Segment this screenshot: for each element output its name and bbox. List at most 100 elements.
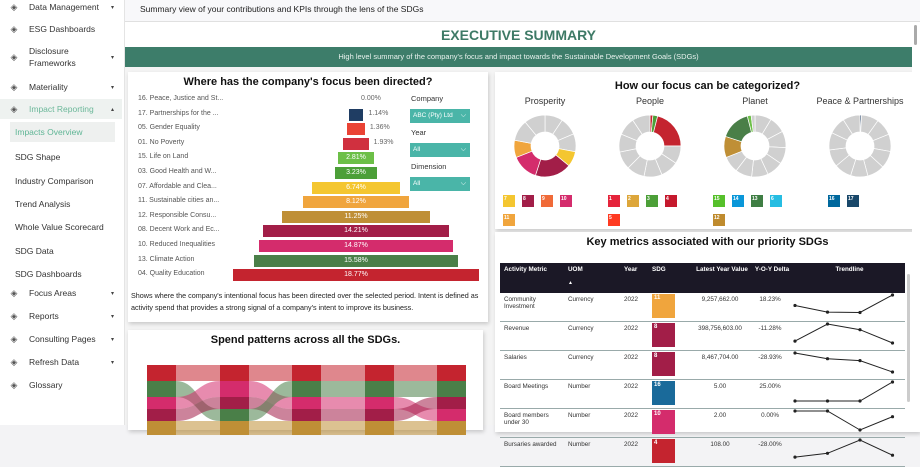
sidebar-item-label: Consulting Pages xyxy=(29,334,96,344)
sankey-node xyxy=(147,365,176,381)
trend-point xyxy=(793,399,797,403)
filter-dimension-dropdown[interactable]: All ⌵ xyxy=(410,177,470,191)
column-header[interactable]: Activity Metric xyxy=(500,263,564,293)
target-icon: ◈ xyxy=(10,288,18,298)
sankey-flow xyxy=(176,397,220,421)
sidebar-item-reports[interactable]: ◈ Reports ▾ xyxy=(0,306,122,326)
sidebar-item-materiality[interactable]: ◈ Materiality ▾ xyxy=(0,77,122,97)
sidebar-subitem-whole-value-scorecard[interactable]: Whole Value Scorecard xyxy=(15,222,104,233)
sankey-flow xyxy=(176,381,220,409)
chevron-icon[interactable]: ▾ xyxy=(110,336,114,343)
focus-bar[interactable] xyxy=(282,210,430,223)
filter-company-dropdown[interactable]: ABC (Pty) Ltd ⌵ xyxy=(410,109,470,123)
filter-year-dropdown[interactable]: All ⌵ xyxy=(410,143,470,157)
sankey-node xyxy=(220,421,249,435)
sidebar-item-focus-areas[interactable]: ◈ Focus Areas ▾ xyxy=(0,283,122,303)
sidebar-subitem-trend-analysis[interactable]: Trend Analysis xyxy=(15,198,71,209)
sdg-10-icon: 10 xyxy=(652,410,675,434)
table-scrollbar[interactable] xyxy=(907,274,910,402)
focus-bar[interactable] xyxy=(347,123,365,136)
donut-segment xyxy=(725,115,752,143)
sidebar-item-label: ESG Dashboards xyxy=(29,24,96,34)
chevron-icon[interactable]: ▾ xyxy=(110,4,114,11)
sankey-node xyxy=(220,397,249,409)
column-header[interactable]: Y-O-Y Delta xyxy=(750,263,790,293)
chevron-icon[interactable]: ▾ xyxy=(110,313,114,320)
column-header[interactable]: UOM ▲ xyxy=(564,263,620,293)
sankey-flow xyxy=(176,421,220,435)
sankey-flow xyxy=(321,421,365,435)
cell-sdg: 16 xyxy=(648,379,690,409)
sidebar-subitem-sdg-shape[interactable]: SDG Shape xyxy=(15,152,61,163)
donut-segment xyxy=(524,114,546,136)
focus-bar[interactable] xyxy=(334,167,378,179)
column-header[interactable]: Latest Year Value xyxy=(690,263,750,293)
sankey-node xyxy=(147,409,176,421)
focus-row-label: 08. Decent Work and Ec... xyxy=(138,226,220,234)
column-header[interactable]: Trendline xyxy=(790,263,905,293)
chevron-icon[interactable]: ▾ xyxy=(110,359,114,366)
donut-segment xyxy=(750,114,756,133)
trend-point xyxy=(793,339,797,343)
trend-point xyxy=(858,359,862,363)
sankey-node xyxy=(292,397,321,409)
page-scrollbar[interactable] xyxy=(912,22,920,425)
focus-bar[interactable] xyxy=(343,137,369,150)
cell-value: 5.00 xyxy=(690,379,750,409)
sankey-flow xyxy=(321,381,365,397)
sdg-4-icon: 4 xyxy=(652,439,675,463)
sdg-13-icon: 13 xyxy=(751,195,763,207)
sankey-node xyxy=(365,365,394,381)
sidebar-item-esg-dashboards[interactable]: ◈ ESG Dashboards xyxy=(0,19,122,39)
sankey-node xyxy=(220,409,249,421)
handshake-icon: ◈ xyxy=(10,334,18,344)
sdg-17-icon: 17 xyxy=(847,195,859,207)
focus-bar[interactable] xyxy=(258,240,454,252)
focus-bar[interactable] xyxy=(348,108,364,121)
sidebar-item-refresh-data[interactable]: ◈ Refresh Data ▾ xyxy=(0,352,122,372)
sidebar-item-data-management[interactable]: ◈ Data Management ▾ xyxy=(0,0,122,17)
focus-description: Shows where the company's intentional fo… xyxy=(131,291,479,312)
cell-delta: -11.28% xyxy=(750,321,790,351)
cell-metric: Revenue xyxy=(500,321,564,351)
focus-bar[interactable] xyxy=(337,152,375,165)
sidebar-subitem-sdg-data[interactable]: SDG Data xyxy=(15,245,54,256)
sankey-node xyxy=(365,397,394,409)
spend-sankey-chart xyxy=(147,365,466,435)
sankey-flow xyxy=(321,365,365,381)
chevron-icon[interactable]: ▴ xyxy=(110,106,114,113)
sidebar-item-consulting-pages[interactable]: ◈ Consulting Pages ▾ xyxy=(0,329,122,349)
sankey-node xyxy=(292,409,321,421)
column-header[interactable]: Year xyxy=(620,263,648,293)
sidebar: ◈ Data Management ▾ ◈ ESG Dashboards ◈ Disclos… xyxy=(0,0,125,425)
column-header-label: Activity Metric xyxy=(504,266,548,273)
sidebar-item-disclosure-frameworks[interactable]: ◈ Disclosure Frameworks ▾ xyxy=(0,41,122,73)
focus-bar[interactable] xyxy=(233,269,479,282)
cell-trendline xyxy=(790,379,905,409)
cell-metric: Community Investment xyxy=(500,293,564,322)
cell-uom: Number xyxy=(564,408,620,438)
chevron-icon[interactable]: ▾ xyxy=(110,290,114,297)
trend-point xyxy=(858,428,862,432)
filter-label: Year xyxy=(411,128,427,137)
sidebar-item-impact-reporting[interactable]: ◈ Impact Reporting ▴ xyxy=(0,99,122,119)
sort-asc-icon[interactable]: ▲ xyxy=(568,280,573,286)
sidebar-subitem-sdg-dashboards[interactable]: SDG Dashboards xyxy=(15,268,82,279)
chevron-icon[interactable]: ▾ xyxy=(110,84,114,91)
sidebar-subitem-industry-comparison[interactable]: Industry Comparison xyxy=(15,175,94,186)
column-header[interactable]: SDG xyxy=(648,263,690,293)
column-header-label: UOM xyxy=(568,266,583,273)
cell-sdg: 8 xyxy=(648,321,690,351)
focus-bar-value: 0.00% xyxy=(361,95,381,102)
focus-bar[interactable] xyxy=(311,181,401,194)
focus-bar[interactable] xyxy=(253,254,459,267)
focus-bar[interactable] xyxy=(262,225,450,238)
trend-point xyxy=(890,453,895,457)
focus-bar[interactable] xyxy=(302,196,410,209)
sidebar-subitem-impacts-overview[interactable]: Impacts Overview xyxy=(10,122,115,142)
sankey-flow xyxy=(394,421,437,435)
sankey-node xyxy=(292,421,321,435)
cell-delta: 0.00% xyxy=(750,408,790,438)
chevron-icon[interactable]: ▾ xyxy=(110,54,114,61)
sidebar-item-glossary[interactable]: ◈ Glossary xyxy=(0,375,122,395)
